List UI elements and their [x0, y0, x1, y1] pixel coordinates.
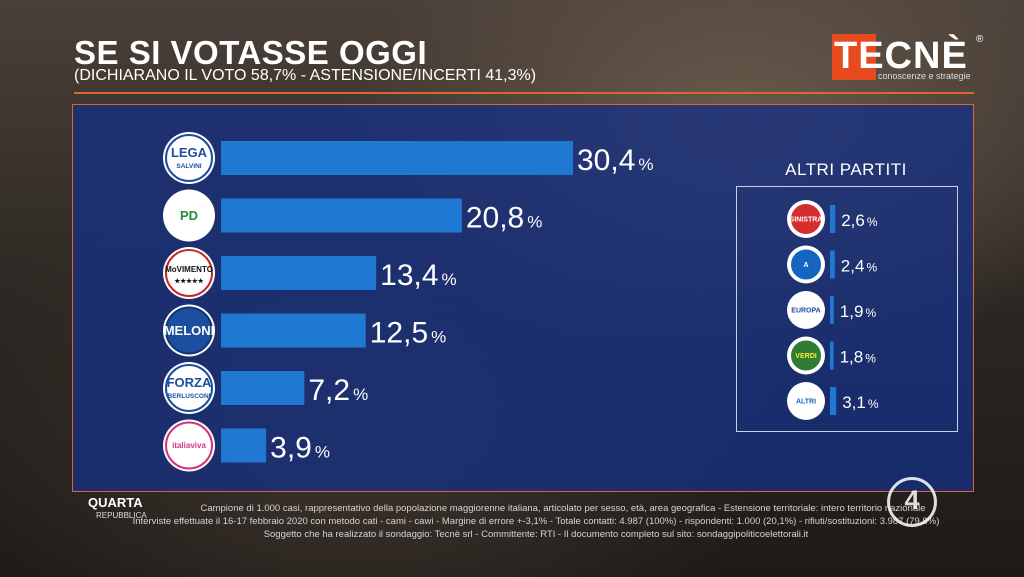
main-logo-ring-2: [165, 249, 213, 297]
other-logo-3: VERDI: [787, 336, 825, 375]
main-logo-sub-4: BERLUSCONI: [168, 393, 211, 400]
main-logo-sub-0: SALVINI: [176, 163, 201, 170]
value-number-4: 7,2: [308, 374, 350, 407]
other-value-unit-3: %: [865, 352, 876, 366]
footer-line-3: Soggetto che ha realizzato il sondaggio:…: [263, 529, 809, 540]
other-value-number-4: 3,1: [842, 393, 866, 412]
value-number-5: 3,9: [270, 432, 312, 465]
value-unit-1: %: [527, 213, 542, 232]
other-logo-ring-0: [789, 202, 823, 236]
bar-4: [221, 371, 305, 405]
main-logo-sub-2: ★★★★★: [174, 277, 204, 285]
channel-4-logo: 4: [887, 477, 937, 527]
other-logo-2: EUROPA: [787, 291, 825, 329]
tecne-logo: TECNÈ ® conoscenze e strategie: [832, 34, 983, 82]
value-unit-5: %: [315, 443, 330, 462]
value-label-4: 7,2%: [308, 374, 368, 407]
main-logo-text-2: MoVIMENTO: [165, 265, 213, 274]
other-bar-0: [830, 205, 836, 233]
main-logo-4: FORZA BERLUSCONI: [163, 362, 215, 414]
other-logo-ring-2: [789, 293, 823, 327]
other-value-unit-4: %: [868, 397, 879, 411]
other-logo-ring-1: [789, 247, 823, 282]
methodology-footer: Campione di 1.000 casi, rappresentativo …: [96, 502, 976, 541]
value-label-1: 20,8%: [466, 202, 543, 235]
value-unit-2: %: [442, 270, 457, 289]
other-logo-4: ALTRI: [787, 382, 825, 420]
other-logo-text-1: A: [803, 262, 808, 269]
other-value-label-3: 1,8%: [840, 348, 877, 367]
main-logo-ring-3: [165, 306, 213, 355]
main-logo-text-0: LEGA: [171, 145, 208, 160]
quarta-logo-sub: REPUBBLICA: [96, 511, 147, 520]
bar-1: [221, 198, 462, 233]
footer-line-1: Campione di 1.000 casi, rappresentativo …: [200, 503, 926, 514]
other-logo-text-3: VERDI: [795, 353, 816, 360]
main-logo-ring-1: [165, 191, 213, 240]
tecne-logo-text: TECNÈ: [834, 35, 968, 77]
footer-line-2: Interviste effettuate il 16-17 febbraio …: [132, 516, 940, 527]
main-logo-5: italiaviva: [163, 419, 215, 472]
other-logo-text-0: SINISTRA: [790, 216, 823, 223]
value-unit-3: %: [431, 328, 446, 347]
bar-0: [221, 141, 573, 175]
bar-3: [221, 313, 366, 348]
page-subtitle: (DICHIARANO IL VOTO 58,7% - ASTENSIONE/I…: [74, 67, 537, 84]
header-divider: [74, 92, 974, 94]
other-bar-4: [830, 387, 837, 415]
other-value-unit-0: %: [867, 215, 878, 229]
others-box: [736, 186, 958, 432]
other-logo-text-4: ALTRI: [796, 398, 816, 405]
main-logo-3: MELONI: [163, 304, 215, 357]
others-title: ALTRI PARTITI: [785, 160, 907, 179]
other-logo-1: A: [787, 245, 825, 284]
other-value-label-2: 1,9%: [840, 302, 877, 321]
other-value-number-1: 2,4: [841, 257, 865, 276]
channel-number: 4: [904, 485, 920, 515]
other-value-label-4: 3,1%: [842, 393, 879, 412]
value-unit-4: %: [353, 385, 368, 404]
value-number-2: 13,4: [380, 259, 438, 292]
other-value-label-1: 2,4%: [841, 257, 878, 276]
other-value-number-2: 1,9: [840, 302, 864, 321]
value-label-2: 13,4%: [380, 259, 457, 292]
main-logo-0: LEGA SALVINI: [163, 132, 215, 184]
page-title: SE SI VOTASSE OGGI: [74, 34, 428, 71]
other-bar-1: [830, 250, 835, 279]
main-logo-text-4: FORZA: [167, 375, 212, 390]
bar-5: [221, 428, 267, 463]
other-logo-text-2: EUROPA: [791, 307, 820, 314]
other-value-unit-2: %: [865, 306, 876, 320]
other-logo-0: SINISTRA: [787, 200, 825, 238]
value-label-5: 3,9%: [270, 432, 330, 465]
main-logo-text-5: italiaviva: [172, 441, 206, 450]
main-logo-ring-4: [165, 364, 213, 412]
registered-mark: ®: [976, 34, 984, 45]
other-logo-ring-4: [789, 384, 823, 418]
value-number-1: 20,8: [466, 202, 524, 235]
main-logo-text-3: MELONI: [164, 323, 215, 338]
value-number-0: 30,4: [577, 144, 635, 177]
main-logo-2: MoVIMENTO ★★★★★: [163, 247, 215, 299]
value-label-0: 30,4%: [577, 144, 654, 177]
other-value-unit-1: %: [866, 261, 877, 275]
tecne-tagline: conoscenze e strategie: [878, 71, 971, 81]
quarta-logo: QUARTA: [88, 495, 143, 510]
other-bar-2: [830, 296, 834, 324]
value-label-3: 12,5%: [370, 317, 447, 350]
other-value-number-0: 2,6: [841, 211, 865, 230]
main-logo-1: PD: [163, 189, 215, 242]
main-logo-ring-0: [165, 134, 213, 182]
main-logo-text-1: PD: [180, 208, 198, 223]
other-value-label-0: 2,6%: [841, 211, 878, 230]
tecne-logo-box: [832, 34, 876, 80]
value-unit-0: %: [638, 155, 653, 174]
other-bar-3: [830, 341, 834, 370]
bar-2: [221, 256, 377, 290]
value-number-3: 12,5: [370, 317, 428, 350]
other-value-number-3: 1,8: [840, 348, 864, 367]
main-logo-ring-5: [165, 421, 213, 470]
other-logo-ring-3: [789, 338, 823, 373]
